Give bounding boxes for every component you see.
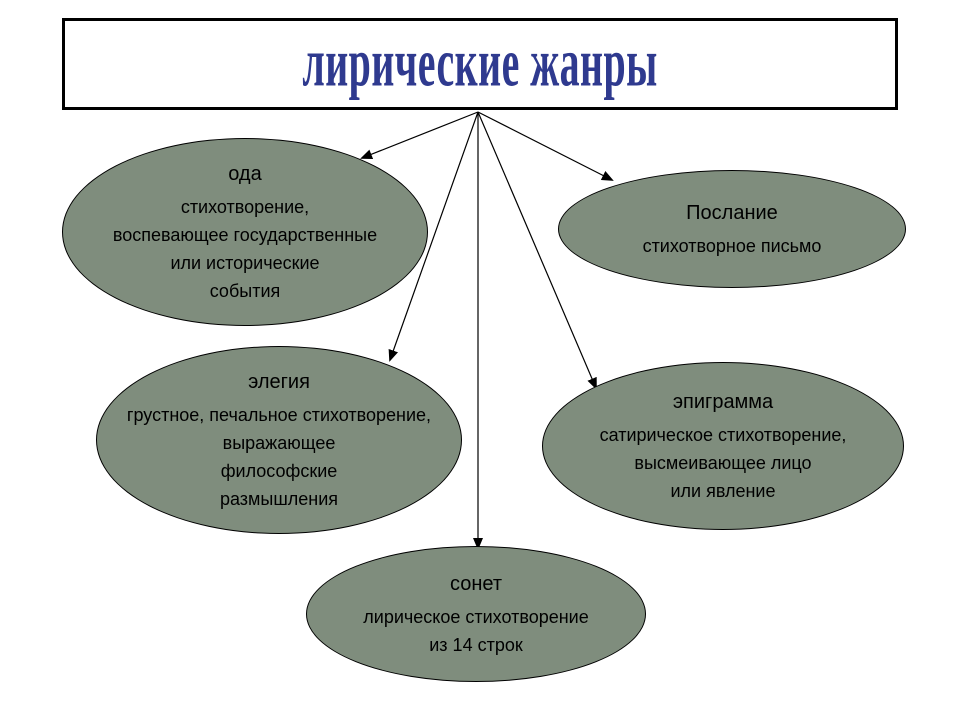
node-heading: ода (228, 158, 261, 190)
node-body: грустное, печальное стихотворение, выраж… (127, 402, 431, 514)
node-body: стихотворное письмо (643, 233, 822, 261)
node-heading: эпиграмма (673, 386, 773, 418)
node-elegia: элегия грустное, печальное стихотворение… (96, 346, 462, 534)
node-body: стихотворение, воспевающее государственн… (113, 194, 377, 306)
node-heading: элегия (248, 366, 310, 398)
node-epigramma: эпиграмма сатирическое стихотворение, вы… (542, 362, 904, 530)
node-body: сатирическое стихотворение, высмеивающее… (600, 422, 847, 506)
title-box: лирические жанры (62, 18, 898, 110)
node-body: лирическое стихотворение из 14 строк (363, 604, 588, 660)
title-text: лирические жанры (302, 29, 657, 98)
node-sonet: сонет лирическое стихотворение из 14 стр… (306, 546, 646, 682)
diagram-canvas: лирические жанры ода стихотворение, восп… (0, 0, 960, 720)
node-heading: сонет (450, 568, 502, 600)
arrow (478, 112, 612, 180)
node-heading: Послание (686, 197, 778, 229)
node-oda: ода стихотворение, воспевающее государст… (62, 138, 428, 326)
node-poslanie: Послание стихотворное письмо (558, 170, 906, 288)
arrow (362, 112, 478, 158)
